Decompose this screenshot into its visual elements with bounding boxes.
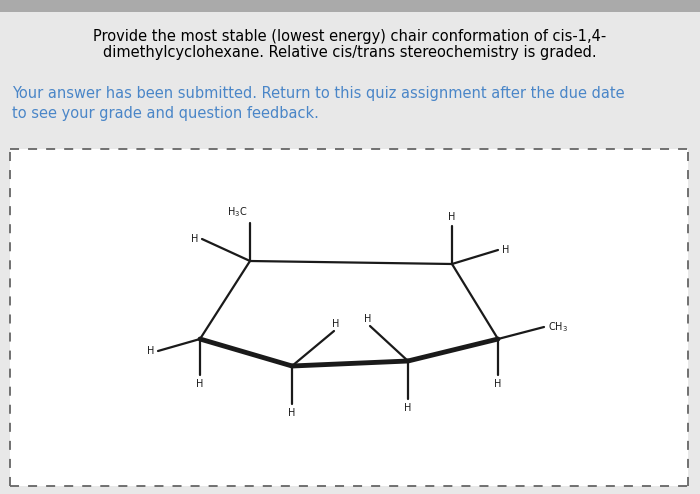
- Text: H: H: [332, 319, 340, 329]
- Text: H: H: [146, 346, 154, 356]
- Text: H: H: [288, 408, 295, 418]
- Text: dimethylcyclohexane. Relative cis/trans stereochemistry is graded.: dimethylcyclohexane. Relative cis/trans …: [103, 45, 597, 60]
- Text: H: H: [405, 403, 412, 413]
- Text: H: H: [196, 379, 204, 389]
- Text: H: H: [502, 245, 510, 255]
- Text: Provide the most stable (lowest energy) chair conformation of cis-1,4-: Provide the most stable (lowest energy) …: [93, 29, 607, 44]
- Text: H: H: [364, 314, 372, 324]
- Text: H: H: [448, 212, 456, 222]
- Text: CH$_3$: CH$_3$: [548, 320, 568, 334]
- FancyBboxPatch shape: [0, 0, 700, 12]
- Text: H: H: [190, 234, 198, 244]
- Text: Your answer has been submitted. Return to this quiz assignment after the due dat: Your answer has been submitted. Return t…: [12, 86, 624, 121]
- Text: H: H: [494, 379, 502, 389]
- FancyBboxPatch shape: [10, 149, 688, 486]
- Text: H$_3$C: H$_3$C: [227, 205, 247, 219]
